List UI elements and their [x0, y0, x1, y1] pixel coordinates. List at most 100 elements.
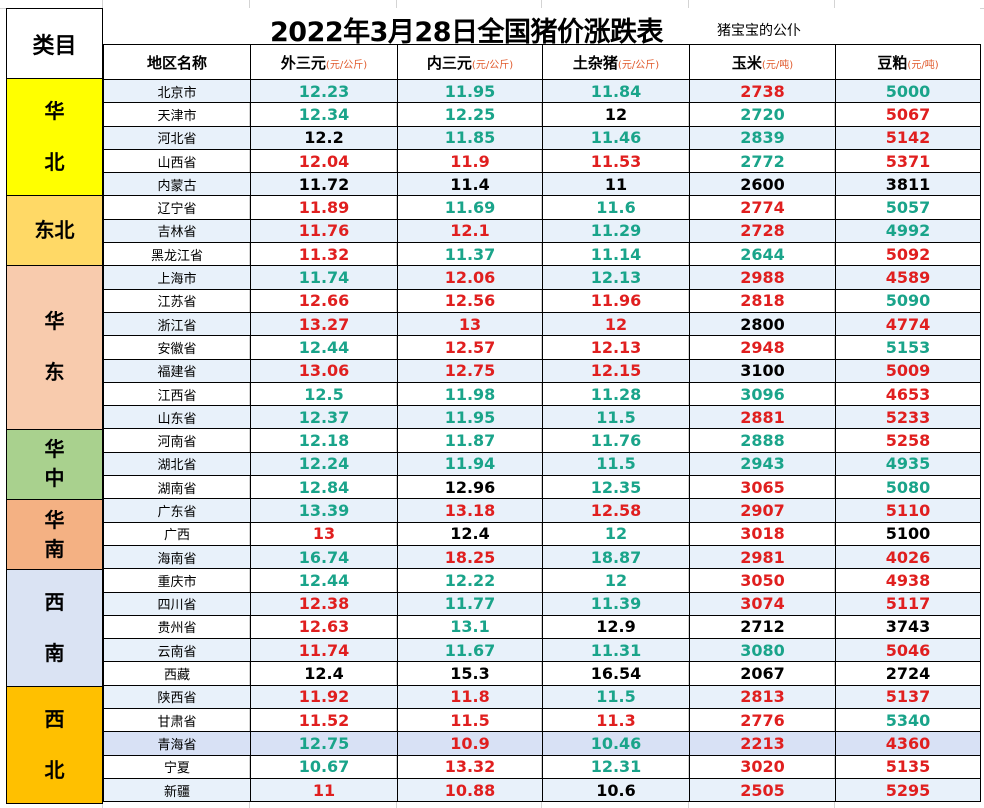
value-cell[interactable]: 12.75 [397, 358, 543, 383]
value-cell[interactable]: 11.94 [397, 451, 543, 477]
value-cell[interactable]: 13 [397, 311, 543, 337]
value-cell[interactable]: 2644 [689, 242, 836, 267]
value-cell[interactable]: 10.88 [397, 777, 543, 803]
value-cell[interactable]: 18.25 [397, 544, 543, 570]
value-cell[interactable]: 5000 [835, 78, 981, 104]
value-cell[interactable]: 13.39 [250, 498, 398, 523]
value-cell[interactable]: 5340 [835, 708, 981, 733]
value-cell[interactable]: 2776 [689, 708, 836, 733]
value-cell[interactable]: 18.87 [542, 544, 690, 570]
value-cell[interactable]: 11.84 [542, 78, 690, 104]
value-cell[interactable]: 2818 [689, 288, 836, 313]
value-cell[interactable]: 12.9 [542, 614, 690, 640]
value-cell[interactable]: 12.4 [397, 521, 543, 546]
value-cell[interactable]: 13.32 [397, 754, 543, 779]
value-cell[interactable]: 2213 [689, 731, 836, 756]
value-cell[interactable]: 2981 [689, 544, 836, 570]
value-cell[interactable]: 11.39 [542, 591, 690, 616]
region-cell[interactable]: 江西省 [103, 381, 251, 407]
value-cell[interactable]: 12.2 [250, 125, 398, 150]
value-cell[interactable]: 11.14 [542, 242, 690, 267]
region-cell[interactable]: 重庆市 [103, 568, 251, 593]
value-cell[interactable]: 4589 [835, 265, 981, 290]
value-cell[interactable]: 3080 [689, 638, 836, 663]
value-cell[interactable]: 12.31 [542, 754, 690, 779]
value-cell[interactable]: 2948 [689, 335, 836, 360]
value-cell[interactable]: 12.58 [542, 498, 690, 523]
value-cell[interactable]: 11.52 [250, 708, 398, 733]
region-cell[interactable]: 山西省 [103, 148, 251, 174]
value-cell[interactable]: 12.5 [250, 381, 398, 407]
value-cell[interactable]: 11.76 [542, 428, 690, 453]
region-cell[interactable]: 新疆 [103, 777, 251, 803]
value-cell[interactable]: 11.5 [542, 684, 690, 710]
category-cell[interactable]: 华北 [6, 79, 103, 196]
region-cell[interactable]: 福建省 [103, 358, 251, 383]
category-cell[interactable]: 西北 [6, 687, 103, 804]
value-cell[interactable]: 2724 [835, 661, 981, 686]
value-cell[interactable]: 13 [250, 521, 398, 546]
category-cell[interactable]: 华东 [6, 266, 103, 430]
region-cell[interactable]: 贵州省 [103, 614, 251, 640]
value-cell[interactable]: 2813 [689, 684, 836, 710]
category-cell[interactable]: 华中 [6, 429, 103, 500]
value-cell[interactable]: 11.95 [397, 78, 543, 104]
value-cell[interactable]: 12.04 [250, 148, 398, 174]
value-cell[interactable]: 3050 [689, 568, 836, 593]
value-cell[interactable]: 3811 [835, 172, 981, 197]
region-cell[interactable]: 天津市 [103, 102, 251, 127]
region-cell[interactable]: 海南省 [103, 544, 251, 570]
value-cell[interactable]: 11.53 [542, 148, 690, 174]
value-cell[interactable]: 13.27 [250, 311, 398, 337]
value-cell[interactable]: 5258 [835, 428, 981, 453]
value-cell[interactable]: 16.54 [542, 661, 690, 686]
value-cell[interactable]: 12.06 [397, 265, 543, 290]
region-cell[interactable]: 青海省 [103, 731, 251, 756]
value-cell[interactable]: 2067 [689, 661, 836, 686]
value-cell[interactable]: 3065 [689, 475, 836, 500]
value-cell[interactable]: 12.96 [397, 475, 543, 500]
category-cell[interactable]: 西南 [6, 570, 103, 688]
value-cell[interactable]: 5295 [835, 777, 981, 803]
value-cell[interactable]: 4938 [835, 568, 981, 593]
value-cell[interactable]: 11.5 [542, 451, 690, 477]
value-cell[interactable]: 3020 [689, 754, 836, 779]
value-cell[interactable]: 10.6 [542, 777, 690, 803]
value-cell[interactable]: 11.74 [250, 638, 398, 663]
value-cell[interactable]: 12 [542, 521, 690, 546]
value-cell[interactable]: 12.34 [250, 102, 398, 127]
value-cell[interactable]: 11.3 [542, 708, 690, 733]
value-cell[interactable]: 11.96 [542, 288, 690, 313]
value-cell[interactable]: 12.22 [397, 568, 543, 593]
col-header-mixed[interactable]: 土杂猪(元/公斤) [542, 44, 690, 80]
value-cell[interactable]: 3743 [835, 614, 981, 640]
value-cell[interactable]: 12.25 [397, 102, 543, 127]
region-cell[interactable]: 浙江省 [103, 311, 251, 337]
region-cell[interactable]: 陕西省 [103, 684, 251, 710]
region-cell[interactable]: 上海市 [103, 265, 251, 290]
value-cell[interactable]: 5080 [835, 475, 981, 500]
value-cell[interactable]: 11.76 [250, 218, 398, 244]
value-cell[interactable]: 3074 [689, 591, 836, 616]
region-cell[interactable]: 云南省 [103, 638, 251, 663]
value-cell[interactable]: 12.66 [250, 288, 398, 313]
value-cell[interactable]: 12 [542, 102, 690, 127]
value-cell[interactable]: 5046 [835, 638, 981, 663]
category-cell[interactable]: 华南 [6, 499, 103, 571]
value-cell[interactable]: 12.56 [397, 288, 543, 313]
value-cell[interactable]: 11.67 [397, 638, 543, 663]
region-cell[interactable]: 湖北省 [103, 451, 251, 477]
region-cell[interactable]: 广西 [103, 521, 251, 546]
value-cell[interactable]: 12.24 [250, 451, 398, 477]
value-cell[interactable]: 2738 [689, 78, 836, 104]
value-cell[interactable]: 11.69 [397, 195, 543, 220]
region-cell[interactable]: 北京市 [103, 78, 251, 104]
value-cell[interactable]: 12.4 [250, 661, 398, 686]
value-cell[interactable]: 12.63 [250, 614, 398, 640]
value-cell[interactable]: 11.98 [397, 381, 543, 407]
value-cell[interactable]: 11.32 [250, 242, 398, 267]
value-cell[interactable]: 5135 [835, 754, 981, 779]
region-cell[interactable]: 宁夏 [103, 754, 251, 779]
value-cell[interactable]: 4653 [835, 381, 981, 407]
value-cell[interactable]: 2728 [689, 218, 836, 244]
